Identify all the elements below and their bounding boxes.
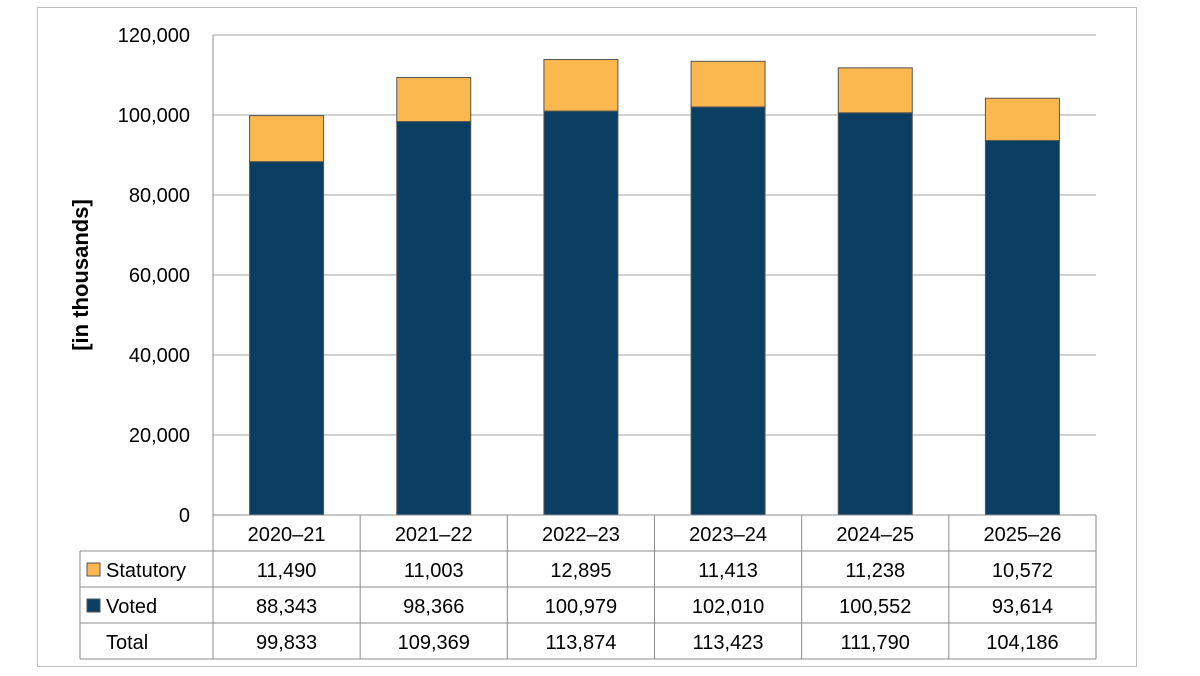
table-cell: 99,833 [256, 632, 317, 654]
bar-voted-3 [690, 106, 766, 516]
table-cell: 98,366 [403, 596, 464, 618]
table-cell: 113,874 [546, 632, 617, 654]
y-tick-label: 100,000 [118, 105, 190, 127]
table-cell: 102,010 [692, 596, 764, 618]
y-tick-label: 20,000 [129, 425, 190, 447]
table-cell: 104,186 [986, 632, 1058, 654]
table-cell: 113,423 [693, 632, 764, 654]
bar-voted-4 [837, 112, 913, 516]
bar-voted-1 [396, 121, 472, 516]
chart-frame [37, 7, 1137, 667]
bar-voted-2 [543, 110, 619, 516]
y-tick-label: 120,000 [118, 25, 190, 47]
y-tick-label: 0 [179, 505, 190, 527]
bar-statutory-1 [396, 77, 472, 123]
table-cell: 10,572 [992, 560, 1053, 582]
x-tick-label: 2021–22 [395, 524, 473, 546]
table-cell: 100,979 [545, 596, 617, 618]
legend-swatch-statutory [86, 562, 101, 577]
table-cell: 109,369 [398, 632, 470, 654]
x-tick-label: 2023–24 [689, 524, 767, 546]
y-axis-title: [in thousands] [68, 199, 93, 351]
table-cell: 11,490 [257, 560, 317, 582]
table-cell: 111,790 [841, 632, 910, 654]
bar-voted-5 [984, 140, 1060, 516]
x-tick-label: 2025–26 [983, 524, 1061, 546]
table-cell: 93,614 [992, 596, 1053, 618]
legend-label-voted: Voted [106, 596, 157, 618]
x-tick-label: 2024–25 [836, 524, 914, 546]
bar-statutory-5 [984, 97, 1060, 142]
legend-swatch-voted [86, 598, 101, 613]
table-cell: 12,895 [550, 560, 611, 582]
x-tick-label: 2020–21 [248, 524, 326, 546]
table-cell: 11,413 [698, 560, 758, 582]
table-cell: 11,003 [404, 560, 464, 582]
table-row-label-total: Total [106, 632, 148, 654]
legend-label-statutory: Statutory [106, 560, 186, 582]
bar-statutory-0 [249, 115, 325, 163]
y-tick-label: 40,000 [129, 345, 190, 367]
bar-statutory-3 [690, 60, 766, 108]
table-cell: 88,343 [256, 596, 317, 618]
x-tick-label: 2022–23 [542, 524, 620, 546]
table-cell: 11,238 [845, 560, 905, 582]
bar-statutory-4 [837, 67, 913, 114]
y-tick-label: 80,000 [129, 185, 190, 207]
bar-voted-0 [249, 161, 325, 516]
bar-statutory-2 [543, 59, 619, 112]
y-tick-label: 60,000 [129, 265, 190, 287]
table-cell: 100,552 [839, 596, 911, 618]
